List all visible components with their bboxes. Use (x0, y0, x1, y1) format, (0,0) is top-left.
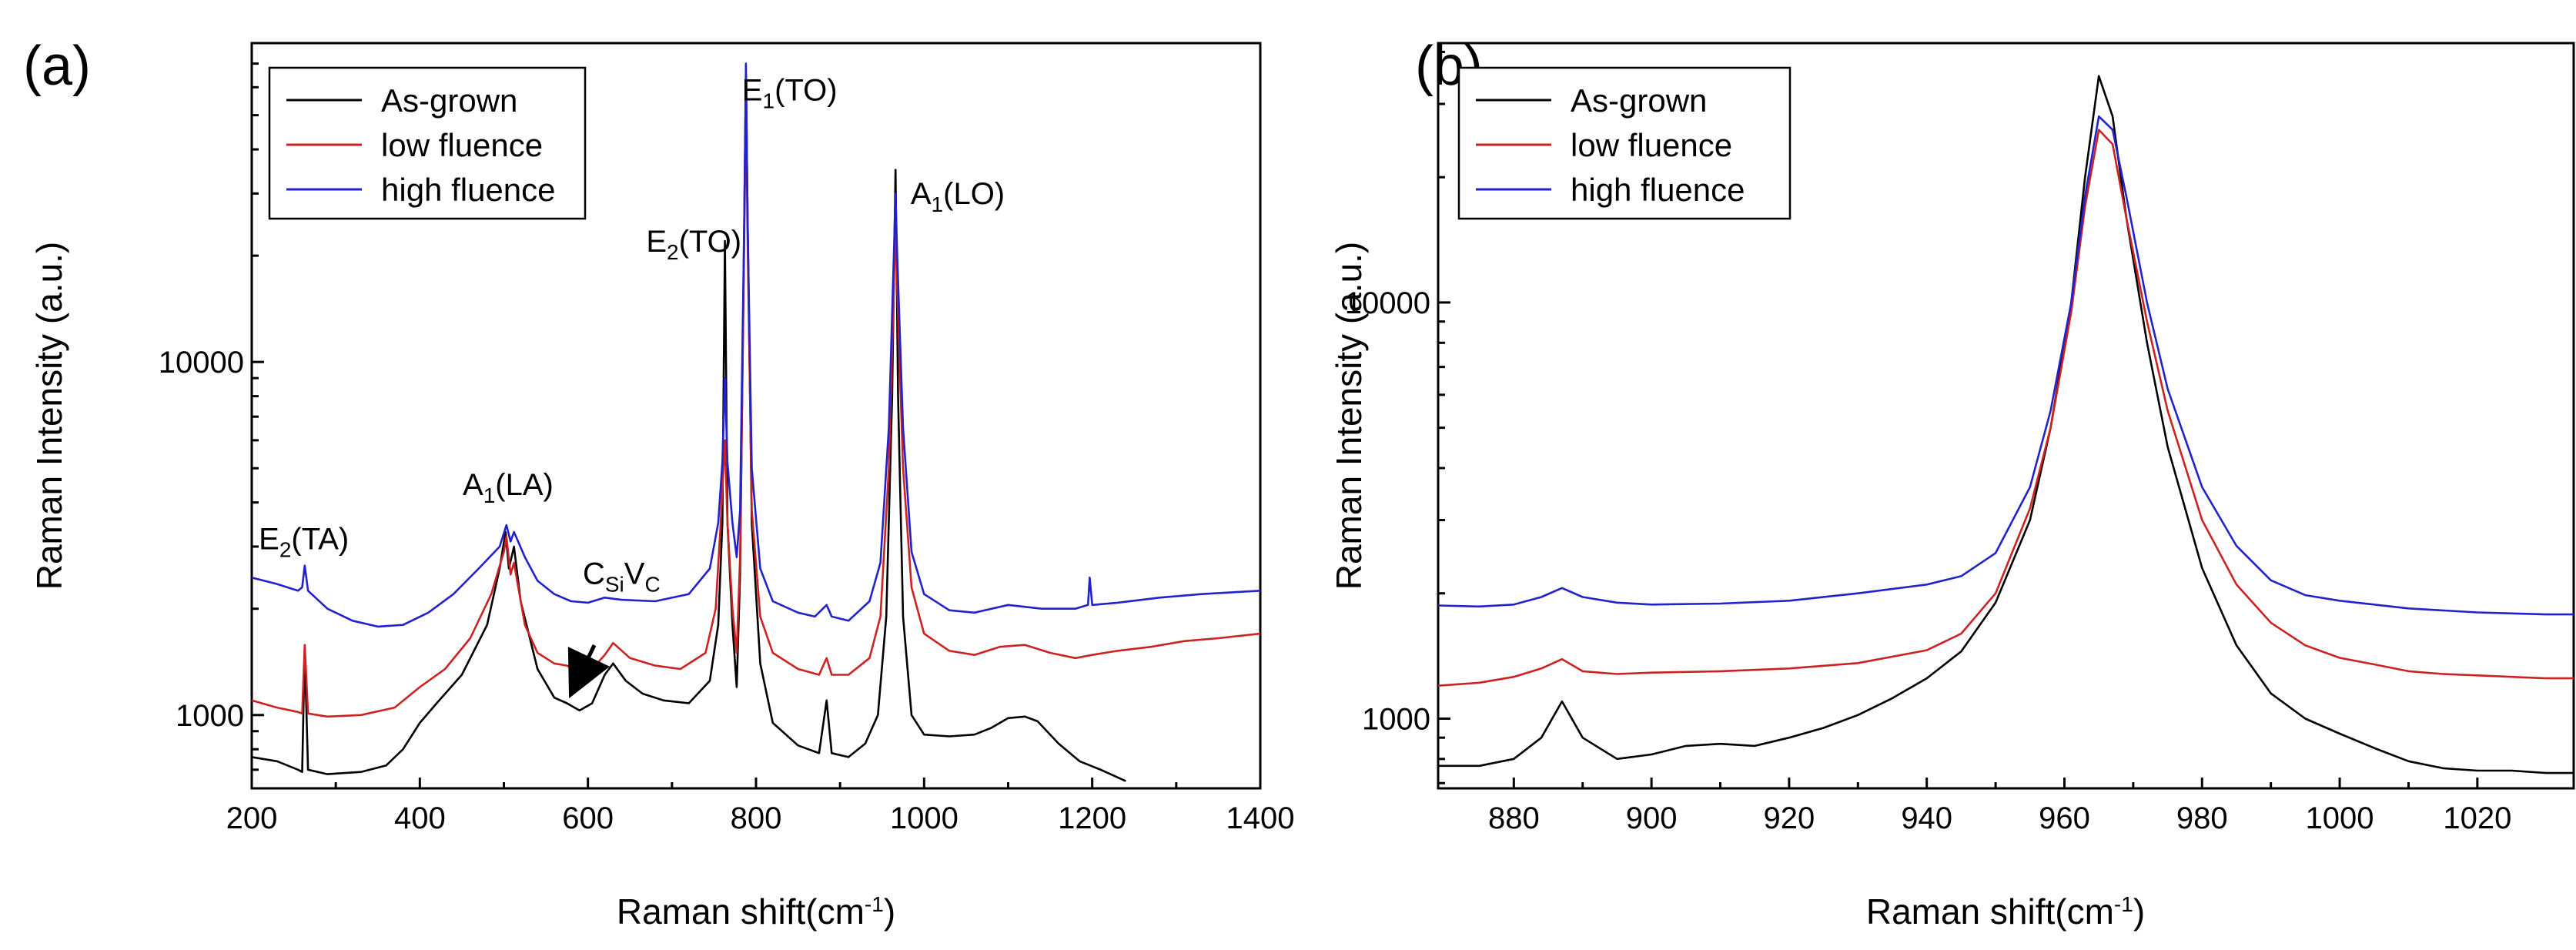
panel-b-y-axis-title: Raman Intensity (a.u.) (1329, 242, 1369, 590)
x-tick-label-980: 980 (2176, 801, 2228, 835)
series-low-fluence (252, 99, 1260, 718)
panel-b-x-axis-title: Raman shift(cm-1) (1866, 891, 2145, 932)
panel-a-legend: As-grown low fluence high fluence (268, 66, 587, 220)
panel-b-plot-frame (1437, 42, 2575, 790)
panel-a: (a) 200 400 600 800 1000 1200 1400 1000 10000 E2… (23, 35, 1294, 932)
panel-a-label: (a) (23, 35, 91, 97)
x-tick-label-400: 400 (394, 801, 446, 835)
annotation-e2-to: E2(TO) (646, 225, 741, 264)
series-high-fluence (252, 62, 1260, 628)
x-tick-label-880: 880 (1488, 801, 1540, 835)
panel-a-annotations: E2(TA) A1(LA) CSiVC E2(TO) E1(TO) A1(LO) (259, 74, 1005, 597)
x-tick-label-1000: 1000 (2306, 801, 2374, 835)
series-high-fluence (1438, 115, 2574, 616)
annotation-csivc: CSiVC (583, 557, 661, 597)
y-tick-label-1000: 1000 (1362, 702, 1430, 736)
annotation-a1-lo: A1(LO) (911, 177, 1005, 216)
annotation-a1-la: A1(LA) (463, 468, 554, 507)
x-tick-label-800: 800 (731, 801, 782, 835)
legend-label-low-fluence: low fluence (1571, 127, 1732, 163)
panel-a-ticks: 200 400 600 800 1000 1200 1400 1000 10000 (159, 62, 1295, 835)
x-tick-label-960: 960 (2039, 801, 2090, 835)
x-tick-label-1000: 1000 (890, 801, 958, 835)
legend-box (268, 66, 587, 220)
annotation-e2-ta: E2(TA) (259, 522, 349, 561)
series-low-fluence (1438, 129, 2574, 687)
legend-box (1457, 66, 1791, 220)
legend-label-as-grown: As-grown (1571, 82, 1707, 119)
panel-b-legend: As-grown low fluence high fluence (1457, 66, 1791, 220)
legend-label-low-fluence: low fluence (381, 127, 543, 163)
panel-a-series (252, 62, 1260, 782)
y-tick-label-10000: 10000 (1345, 286, 1430, 320)
x-tick-label-1200: 1200 (1058, 801, 1126, 835)
panel-b: (b) 880 900 920 940 960 980 1000 1020100010000 … (1329, 35, 2575, 932)
panel-b-ticks: 880 900 920 940 960 980 1000 1020 1000 10000 (1345, 50, 2511, 835)
x-tick-label-920: 920 (1764, 801, 1815, 835)
panel-b-series (1438, 75, 2574, 774)
x-tick-label-1400: 1400 (1226, 801, 1295, 835)
csi-vc-arrow (567, 644, 610, 699)
panel-a-x-axis-title: Raman shift(cm-1) (617, 891, 895, 932)
y-tick-label-1000: 1000 (176, 699, 244, 733)
x-tick-label-940: 940 (1901, 801, 1952, 835)
legend-label-high-fluence: high fluence (1571, 172, 1745, 208)
x-tick-label-600: 600 (562, 801, 614, 835)
x-tick-label-1020: 1020 (2443, 801, 2511, 835)
x-tick-label-200: 200 (226, 801, 278, 835)
series-as-grown (252, 74, 1126, 782)
panel-a-y-axis-title: Raman Intensity (a.u.) (29, 242, 69, 590)
annotation-e1-to: E1(TO) (742, 74, 838, 113)
x-tick-label-900: 900 (1626, 801, 1678, 835)
legend-label-high-fluence: high fluence (381, 172, 556, 208)
legend-label-as-grown: As-grown (381, 82, 517, 119)
y-tick-label-10000: 10000 (159, 346, 244, 380)
